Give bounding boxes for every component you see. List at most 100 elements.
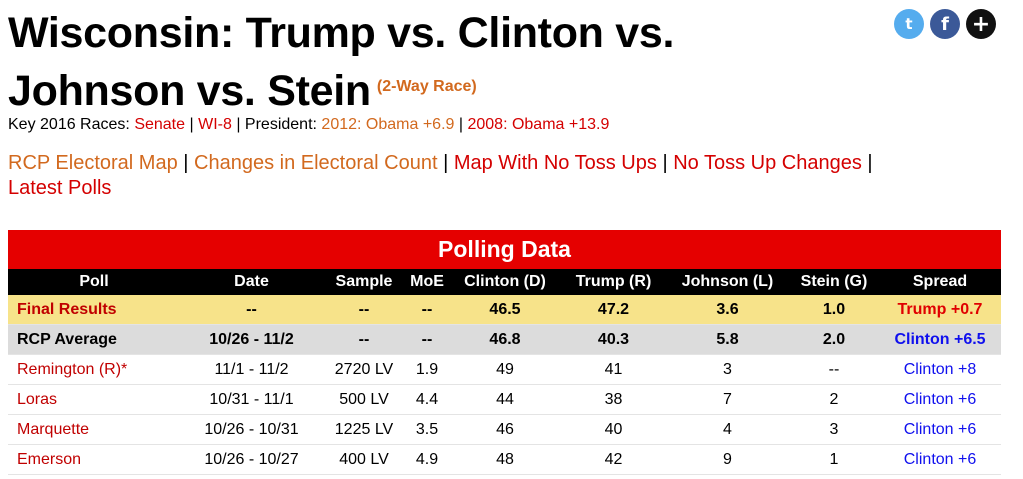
map-no-toss-ups-link[interactable]: Map With No Toss Ups bbox=[453, 152, 657, 174]
table-row: Emerson 10/26 - 10/27 400 LV 4.9 48 42 9… bbox=[8, 444, 1001, 475]
table-cell: 9 bbox=[666, 444, 789, 475]
rcp-spread: Clinton +6.5 bbox=[879, 324, 1001, 355]
latest-polls-link[interactable]: Latest Polls bbox=[8, 177, 112, 199]
poll-name-link[interactable]: Remington (R)* bbox=[8, 354, 180, 385]
spread-cell: Clinton +6 bbox=[879, 444, 1001, 475]
twitter-icon[interactable]: t bbox=[894, 9, 924, 39]
table-cell: 500 LV bbox=[323, 384, 405, 415]
table-cell: 42 bbox=[561, 444, 666, 475]
col-header-sample[interactable]: Sample bbox=[323, 269, 405, 295]
rcp-average-row: RCP Average 10/26 - 11/2 -- -- 46.8 40.3… bbox=[8, 324, 1001, 355]
table-cell: 2720 LV bbox=[323, 354, 405, 385]
spread-cell: Clinton +6 bbox=[879, 384, 1001, 415]
table-cell: -- bbox=[323, 324, 405, 355]
table-cell: 4 bbox=[666, 414, 789, 445]
table-header-row: Poll Date Sample MoE Clinton (D) Trump (… bbox=[8, 269, 1001, 295]
table-cell: -- bbox=[323, 295, 405, 325]
rcp-electoral-map-link[interactable]: RCP Electoral Map bbox=[8, 152, 178, 174]
poll-name-link[interactable]: Emerson bbox=[8, 444, 180, 475]
table-cell: 46 bbox=[449, 414, 561, 445]
final-results-label: Final Results bbox=[8, 295, 180, 325]
table-cell: 44 bbox=[449, 384, 561, 415]
table-cell: 48 bbox=[449, 444, 561, 475]
col-header-spread[interactable]: Spread bbox=[879, 269, 1001, 295]
table-cell: 38 bbox=[561, 384, 666, 415]
table-row: Loras 10/31 - 11/1 500 LV 4.4 44 38 7 2 … bbox=[8, 384, 1001, 415]
col-header-clinton[interactable]: Clinton (D) bbox=[449, 269, 561, 295]
facebook-icon[interactable]: f bbox=[930, 9, 960, 39]
polling-data-header: Polling Data bbox=[8, 230, 1001, 269]
col-header-date[interactable]: Date bbox=[180, 269, 323, 295]
page-title-block: Wisconsin: Trump vs. Clinton vs. Johnson… bbox=[8, 6, 828, 118]
no-toss-up-changes-link[interactable]: No Toss Up Changes bbox=[673, 152, 862, 174]
table-cell: 49 bbox=[449, 354, 561, 385]
nav-separator: | bbox=[443, 152, 449, 174]
poll-name-link[interactable]: Loras bbox=[8, 384, 180, 415]
senate-link[interactable]: Senate bbox=[134, 116, 186, 133]
table-row: Remington (R)* 11/1 - 11/2 2720 LV 1.9 4… bbox=[8, 354, 1001, 385]
table-cell: 1.0 bbox=[789, 295, 879, 325]
table-row: Marquette 10/26 - 10/31 1225 LV 3.5 46 4… bbox=[8, 414, 1001, 445]
table-cell: 10/26 - 10/31 bbox=[180, 414, 323, 445]
table-cell: 10/31 - 11/1 bbox=[180, 384, 323, 415]
key-races-prefix: Key 2016 Races: bbox=[8, 116, 130, 133]
final-spread: Trump +0.7 bbox=[879, 295, 1001, 325]
table-cell: 5.8 bbox=[666, 324, 789, 355]
key-races: Key 2016 Races: Senate | WI-8 | Presiden… bbox=[8, 114, 609, 136]
col-header-trump[interactable]: Trump (R) bbox=[561, 269, 666, 295]
obama-2012-link[interactable]: 2012: Obama +6.9 bbox=[321, 116, 455, 133]
table-cell: 1225 LV bbox=[323, 414, 405, 445]
nav-separator: | bbox=[662, 152, 668, 174]
table-cell: 3 bbox=[666, 354, 789, 385]
table-cell: 1 bbox=[789, 444, 879, 475]
table-cell: 1.9 bbox=[405, 354, 449, 385]
final-results-row: Final Results -- -- -- 46.5 47.2 3.6 1.0… bbox=[8, 295, 1001, 325]
table-cell: 4.4 bbox=[405, 384, 449, 415]
table-cell: 2 bbox=[789, 384, 879, 415]
social-share-bar: t f + bbox=[894, 9, 996, 39]
rcp-average-label: RCP Average bbox=[8, 324, 180, 355]
table-cell: -- bbox=[405, 324, 449, 355]
key-races-sep2: | bbox=[458, 116, 464, 133]
table-cell: 40.3 bbox=[561, 324, 666, 355]
table-cell: 4.9 bbox=[405, 444, 449, 475]
more-share-icon[interactable]: + bbox=[966, 9, 996, 39]
electoral-nav-links: RCP Electoral Map | Changes in Electoral… bbox=[8, 151, 998, 201]
spread-cell: Clinton +8 bbox=[879, 354, 1001, 385]
page-title-line2: Johnson vs. Stein bbox=[8, 67, 371, 115]
page-title: Wisconsin: Trump vs. Clinton vs. Johnson… bbox=[8, 6, 828, 118]
nav-separator: | bbox=[183, 152, 189, 174]
poll-name-link[interactable]: Marquette bbox=[8, 414, 180, 445]
col-header-stein[interactable]: Stein (G) bbox=[789, 269, 879, 295]
key-races-sep1: | bbox=[189, 116, 194, 133]
president-prefix: | President: bbox=[236, 116, 317, 133]
spread-cell: Clinton +6 bbox=[879, 414, 1001, 445]
polling-data-panel: Polling Data Poll Date Sample MoE Clinto… bbox=[8, 230, 1001, 475]
table-cell: 41 bbox=[561, 354, 666, 385]
table-cell: 11/1 - 11/2 bbox=[180, 354, 323, 385]
page-title-line1: Wisconsin: Trump vs. Clinton vs. bbox=[8, 9, 675, 57]
table-cell: 46.5 bbox=[449, 295, 561, 325]
polling-table: Poll Date Sample MoE Clinton (D) Trump (… bbox=[8, 269, 1001, 475]
table-cell: 40 bbox=[561, 414, 666, 445]
table-cell: 7 bbox=[666, 384, 789, 415]
two-way-race-link[interactable]: (2-Way Race) bbox=[376, 78, 477, 95]
table-cell: 2.0 bbox=[789, 324, 879, 355]
table-cell: 10/26 - 11/2 bbox=[180, 324, 323, 355]
table-cell: -- bbox=[789, 354, 879, 385]
col-header-johnson[interactable]: Johnson (L) bbox=[666, 269, 789, 295]
table-cell: 3 bbox=[789, 414, 879, 445]
changes-electoral-count-link[interactable]: Changes in Electoral Count bbox=[194, 152, 438, 174]
table-cell: 3.5 bbox=[405, 414, 449, 445]
table-cell: -- bbox=[180, 295, 323, 325]
table-cell: -- bbox=[405, 295, 449, 325]
col-header-poll[interactable]: Poll bbox=[8, 269, 180, 295]
table-cell: 46.8 bbox=[449, 324, 561, 355]
table-cell: 47.2 bbox=[561, 295, 666, 325]
table-cell: 3.6 bbox=[666, 295, 789, 325]
col-header-moe[interactable]: MoE bbox=[405, 269, 449, 295]
obama-2008-link[interactable]: 2008: Obama +13.9 bbox=[467, 116, 610, 133]
nav-separator: | bbox=[867, 152, 873, 174]
table-cell: 10/26 - 10/27 bbox=[180, 444, 323, 475]
wi8-link[interactable]: WI-8 bbox=[198, 116, 232, 133]
